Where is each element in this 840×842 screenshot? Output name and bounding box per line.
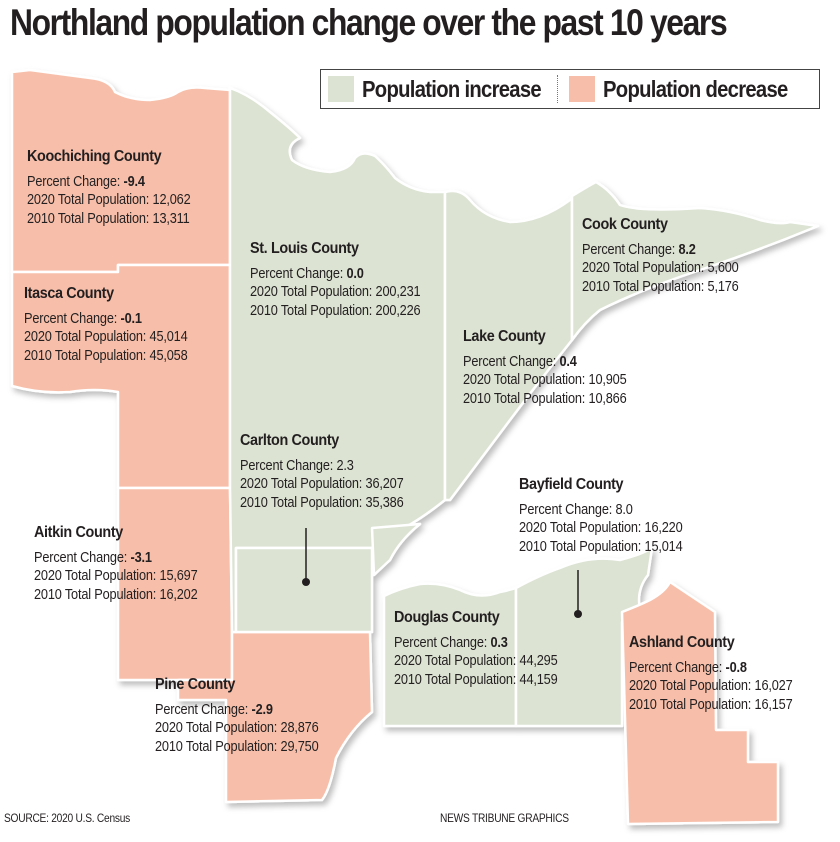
population-2010: 2010 Total Population: 44,159 — [394, 671, 558, 688]
county-label-st-louis: St. Louis County Percent Change: 0.0 202… — [250, 240, 444, 320]
county-label-itasca: Itasca County Percent Change: -0.1 2020 … — [24, 285, 210, 365]
legend-divider — [557, 75, 559, 103]
population-2020: 2020 Total Population: 12,062 — [27, 192, 191, 208]
population-2020: 2020 Total Population: 44,295 — [394, 653, 558, 669]
percent-change: Percent Change: -0.8 — [629, 659, 747, 676]
percent-change: Percent Change: -0.1 — [24, 310, 142, 327]
population-2010: 2010 Total Population: 15,014 — [519, 538, 683, 555]
bayfield-pointer-dot — [574, 610, 582, 618]
population-2010: 2010 Total Population: 5,176 — [582, 278, 739, 295]
population-2020: 2020 Total Population: 36,207 — [240, 476, 404, 492]
county-name: Aitkin County — [34, 524, 123, 541]
population-2010: 2010 Total Population: 35,386 — [240, 494, 404, 511]
population-2020: 2020 Total Population: 15,697 — [34, 568, 198, 584]
percent-change: Percent Change: -2.9 — [155, 701, 273, 718]
population-2020: 2020 Total Population: 16,220 — [519, 520, 683, 536]
county-shape-douglas[interactable] — [382, 582, 518, 728]
percent-change: Percent Change: 0.0 — [250, 265, 364, 282]
county-label-lake: Lake County Percent Change: 0.4 2020 Tot… — [463, 328, 649, 408]
percent-change: Percent Change: 8.0 — [519, 501, 633, 518]
county-name: Ashland County — [629, 634, 735, 651]
legend-item-decrease: Population decrease — [562, 70, 813, 108]
map-title: Northland population change over the pas… — [10, 2, 728, 43]
population-2020: 2020 Total Population: 28,876 — [155, 720, 319, 736]
county-shape-lake[interactable] — [443, 189, 574, 502]
county-name: Douglas County — [394, 609, 500, 626]
population-2010: 2010 Total Population: 13,311 — [27, 210, 190, 227]
legend: Population increase Population decrease — [320, 69, 820, 109]
county-label-koochiching: Koochiching County Percent Change: -9.4 … — [27, 148, 213, 228]
county-label-cook: Cook County Percent Change: 8.2 2020 Tot… — [582, 216, 760, 296]
county-name: Carlton County — [240, 432, 339, 449]
county-name: Bayfield County — [519, 476, 624, 493]
population-2010: 2010 Total Population: 45,058 — [24, 347, 188, 364]
population-2010: 2010 Total Population: 16,202 — [34, 586, 198, 603]
percent-change: Percent Change: 8.2 — [582, 241, 696, 258]
population-2020: 2020 Total Population: 5,600 — [582, 260, 739, 276]
percent-change: Percent Change: 2.3 — [240, 457, 354, 474]
county-shape-pine[interactable] — [176, 630, 374, 804]
percent-change: Percent Change: -9.4 — [27, 173, 145, 190]
carlton-pointer-dot — [302, 578, 310, 586]
percent-change: Percent Change: 0.3 — [394, 634, 508, 651]
population-2020: 2020 Total Population: 10,905 — [463, 372, 627, 388]
county-name: Koochiching County — [27, 148, 162, 165]
legend-item-increase: Population increase — [321, 70, 565, 108]
graphics-credit: NEWS TRIBUNE GRAPHICS — [440, 811, 569, 825]
county-shape-koochiching[interactable] — [10, 68, 232, 274]
county-name: Cook County — [582, 216, 668, 233]
county-shape-cook[interactable] — [570, 180, 820, 342]
county-label-bayfield: Bayfield County Percent Change: 8.0 2020… — [519, 476, 705, 556]
county-label-carlton: Carlton County Percent Change: 2.3 2020 … — [240, 432, 426, 512]
decrease-swatch — [569, 76, 596, 102]
legend-label-decrease: Population decrease — [603, 75, 788, 102]
county-shape-ashland[interactable] — [620, 580, 780, 826]
percent-change: Percent Change: -3.1 — [34, 549, 152, 566]
county-label-douglas: Douglas County Percent Change: 0.3 2020 … — [394, 609, 580, 689]
population-2010: 2010 Total Population: 16,157 — [629, 696, 793, 713]
population-2010: 2010 Total Population: 200,226 — [250, 302, 421, 319]
county-label-aitkin: Aitkin County Percent Change: -3.1 2020 … — [34, 524, 220, 604]
county-name: Itasca County — [24, 285, 114, 302]
county-name: Lake County — [463, 328, 546, 345]
population-2020: 2020 Total Population: 16,027 — [629, 678, 793, 694]
population-2020: 2020 Total Population: 45,014 — [24, 329, 188, 345]
county-label-ashland: Ashland County Percent Change: -0.8 2020… — [629, 634, 815, 714]
population-2010: 2010 Total Population: 29,750 — [155, 738, 319, 755]
percent-change: Percent Change: 0.4 — [463, 353, 577, 370]
county-label-pine: Pine County Percent Change: -2.9 2020 To… — [155, 676, 341, 756]
population-2020: 2020 Total Population: 200,231 — [250, 284, 421, 300]
county-shape-carlton-east[interactable] — [370, 522, 422, 577]
county-name: St. Louis County — [250, 240, 359, 257]
county-name: Pine County — [155, 676, 236, 693]
increase-swatch — [328, 76, 354, 102]
population-2010: 2010 Total Population: 10,866 — [463, 390, 627, 407]
source-note: SOURCE: 2020 U.S. Census — [4, 811, 130, 825]
county-shape-carlton[interactable] — [234, 546, 374, 634]
legend-label-increase: Population increase — [362, 75, 542, 102]
